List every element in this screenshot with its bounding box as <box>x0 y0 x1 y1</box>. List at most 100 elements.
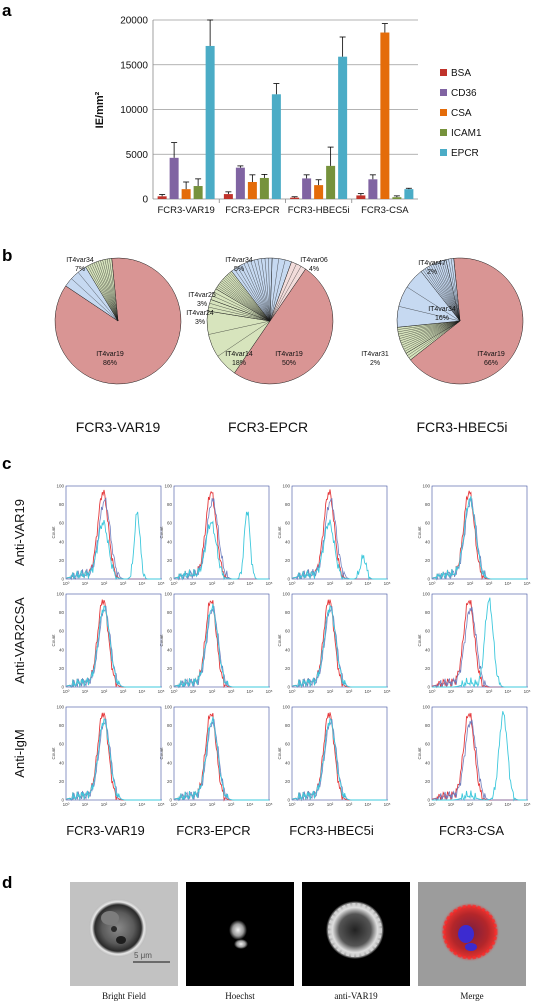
pie-label: IT4var34 <box>428 306 456 313</box>
pie-divider <box>109 258 119 322</box>
flow-plot-frame <box>173 593 270 688</box>
pie-divider <box>226 274 271 322</box>
pie-divider <box>104 259 119 322</box>
flow-xtick: 10³ <box>486 689 493 694</box>
flow-row-label: Anti-VAR19 <box>12 499 27 566</box>
flow-xtick: 10⁰ <box>289 581 296 586</box>
flow-xtick: 10⁴ <box>247 581 254 586</box>
flow-ytick: 60 <box>285 521 291 526</box>
flow-ytick: 100 <box>422 705 430 710</box>
flow-ytick: 40 <box>167 539 173 544</box>
flow-column-label: FCR3-VAR19 <box>66 823 145 838</box>
pie-divider <box>426 267 461 322</box>
pie-divider <box>404 320 461 352</box>
flow-ytick: 20 <box>425 779 431 784</box>
flow-xtick: 10¹ <box>82 581 89 586</box>
flow-ytick: 0 <box>169 577 172 582</box>
pie-divider <box>219 283 271 322</box>
isotype-histogram <box>432 497 528 581</box>
flow-ytick: 40 <box>59 539 65 544</box>
flow-ytick: 20 <box>59 779 65 784</box>
flow-ytick: 60 <box>425 521 431 526</box>
flow-xtick: 10⁰ <box>63 802 70 807</box>
flow-ytick: 80 <box>167 610 173 615</box>
bar <box>223 194 233 199</box>
pie-divider <box>98 261 119 322</box>
flow-xtick: 10¹ <box>448 689 455 694</box>
flow-ytick: 20 <box>167 779 173 784</box>
flow-plot-frame <box>291 593 388 688</box>
pie-divider <box>209 303 271 322</box>
antibody-histogram <box>173 603 269 689</box>
flow-xtick: 10² <box>209 581 216 586</box>
pie-divider <box>240 265 271 322</box>
bar <box>326 165 336 199</box>
flow-xtick: 10⁵ <box>266 581 273 586</box>
pie-divider <box>400 320 461 344</box>
pie-percent: 3% <box>197 301 207 308</box>
flow-xtick: 10³ <box>346 689 353 694</box>
flow-xtick: 10² <box>209 689 216 694</box>
category-label: FCR3-EPCR <box>225 205 280 216</box>
pie-percent: 16% <box>435 315 449 322</box>
flow-column-label: FCR3-HBEC5i <box>289 823 374 838</box>
flow-ytick: 100 <box>282 484 290 489</box>
flow-xtick: 10⁵ <box>266 689 273 694</box>
control-histogram <box>291 599 387 689</box>
merge-image <box>418 882 526 986</box>
flow-column-label: FCR3-CSA <box>439 823 504 838</box>
pie-label: IT4var47 <box>418 260 446 267</box>
legend-label: BSA <box>451 68 471 79</box>
antibody-histogram <box>432 711 527 802</box>
pie-percent: 7% <box>75 266 85 273</box>
flow-xtick: 10⁴ <box>139 689 146 694</box>
pie-divider <box>100 260 119 322</box>
flow-ytick: 0 <box>169 685 172 690</box>
flow-ylabel: Count <box>159 747 164 760</box>
flow-ytick: 0 <box>427 577 430 582</box>
panel-b-letter: b <box>2 246 12 265</box>
pie-label: IT4var19 <box>96 351 124 358</box>
pie-divider <box>213 292 271 322</box>
pie-slice <box>445 258 461 322</box>
flow-xtick: 10¹ <box>190 802 197 807</box>
pie-percent: 5% <box>234 266 244 273</box>
flow-xtick: 10⁴ <box>505 689 512 694</box>
panel-a-letter: a <box>2 1 12 20</box>
y-tick-label: 5000 <box>126 150 149 161</box>
flow-ytick: 80 <box>425 502 431 507</box>
flow-ylabel: Count <box>159 634 164 647</box>
flow-xtick: 10¹ <box>308 689 315 694</box>
pie-divider <box>229 272 271 322</box>
flow-ytick: 60 <box>59 629 65 634</box>
pie-divider <box>268 258 271 322</box>
flow-ytick: 80 <box>425 723 431 728</box>
bar <box>392 197 402 199</box>
flow-xtick: 10² <box>467 581 474 586</box>
flow-ytick: 100 <box>422 592 430 597</box>
pie-label: IT4var19 <box>477 351 505 358</box>
flow-xtick: 10² <box>327 689 334 694</box>
flow-ylabel: Count <box>277 634 282 647</box>
isotype-histogram <box>66 497 162 581</box>
flow-ytick: 100 <box>164 592 172 597</box>
flow-xtick: 10⁴ <box>365 802 372 807</box>
antibody-histogram <box>291 717 387 802</box>
pie-label: IT4var34 <box>66 257 94 264</box>
flow-xtick: 10¹ <box>448 802 455 807</box>
flow-xtick: 10⁴ <box>505 581 512 586</box>
flow-ytick: 100 <box>56 705 64 710</box>
flow-xtick: 10² <box>327 581 334 586</box>
flow-xtick: 10⁰ <box>171 689 178 694</box>
flow-ytick: 80 <box>425 610 431 615</box>
flow-ytick: 0 <box>61 577 64 582</box>
flow-ytick: 40 <box>285 760 291 765</box>
legend-swatch <box>440 149 447 156</box>
pie-charts: IT4var19 86% IT4var34 7% FCR3-VAR19 IT4var19 5… <box>54 257 524 435</box>
flow-ylabel: Count <box>417 747 422 760</box>
pie-divider <box>269 259 286 322</box>
flow-xtick: 10⁵ <box>384 802 391 807</box>
caption-anti-var19: anti-VAR19 <box>334 991 378 1001</box>
pie-divider <box>398 320 461 335</box>
isotype-histogram <box>66 718 162 802</box>
